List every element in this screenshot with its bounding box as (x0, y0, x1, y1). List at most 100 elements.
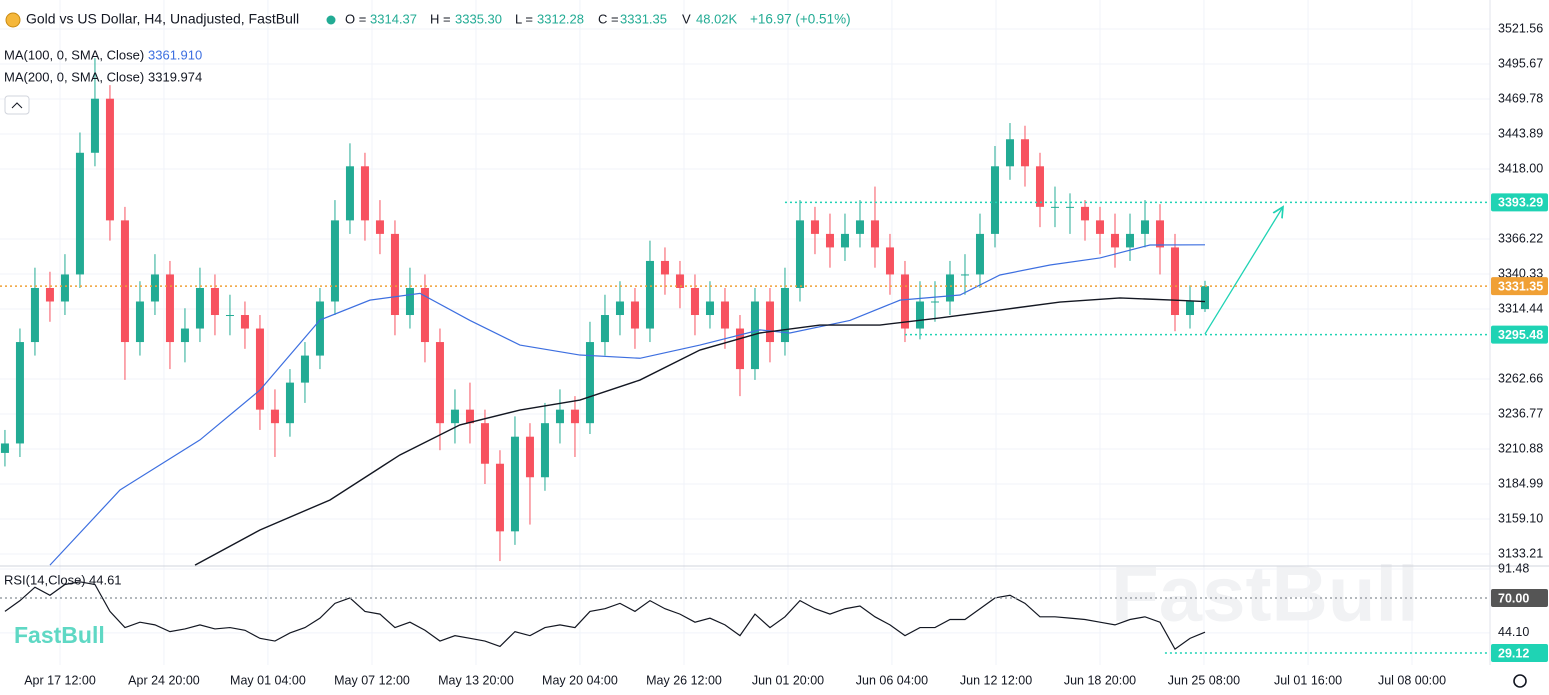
x-tick-label: May 13 20:00 (438, 673, 514, 687)
level-badge (1491, 193, 1548, 212)
ohlc-value: 3335.30 (455, 11, 502, 26)
moving-average (194, 297, 1206, 566)
y-tick-label: 3236.77 (1498, 406, 1543, 420)
level-label: 3393.29 (1498, 196, 1543, 210)
candle-body (765, 301, 774, 343)
projection-arrow (1204, 207, 1283, 335)
x-tick-label: Jun 25 08:00 (1168, 673, 1240, 687)
level-label: 70.00 (1498, 591, 1529, 605)
ohlc-label: O = (345, 11, 366, 26)
candle-body (285, 382, 294, 424)
candle-body (735, 328, 744, 370)
candle-body (60, 274, 69, 302)
candle-body (780, 287, 789, 343)
y-tick-label: 3184.99 (1498, 476, 1543, 490)
x-tick-label: May 07 12:00 (334, 673, 410, 687)
candle-body (15, 342, 24, 444)
candle-body (300, 355, 309, 383)
candle-body (615, 301, 624, 316)
collapse-icon (11, 102, 23, 109)
ma-value: 3319.974 (148, 69, 202, 84)
candle-body (525, 436, 534, 478)
ohlc-label: H = (430, 11, 451, 26)
y-tick-label: 91.48 (1498, 561, 1529, 575)
candle-body (270, 409, 279, 424)
ohlc-value: 3314.37 (370, 11, 417, 26)
ohlc-value: 3331.35 (620, 11, 667, 26)
candle-body (135, 301, 144, 343)
candle-body (450, 409, 459, 424)
candle-body (1140, 220, 1149, 234)
candle-body (1200, 286, 1209, 310)
ohlc-label: C = (598, 11, 619, 26)
candle-body (150, 274, 159, 302)
candle-body (570, 409, 579, 424)
candle-body (315, 301, 324, 356)
y-tick-label: 3210.88 (1498, 441, 1543, 455)
candle-body (1185, 301, 1194, 316)
ma-value: 3361.910 (148, 47, 202, 62)
candle-body (255, 328, 264, 410)
candle-body (810, 220, 819, 234)
settings-button[interactable] (1513, 674, 1527, 688)
collapse-button[interactable] (4, 95, 30, 115)
candle-body (330, 220, 339, 302)
rsi-legend: RSI(14,Close) (4, 572, 86, 587)
candle-body (630, 301, 639, 329)
level-badge (1491, 277, 1548, 296)
y-tick-label: 3469.78 (1498, 91, 1543, 105)
x-tick-label: Jul 01 16:00 (1274, 673, 1342, 687)
candle-body (915, 301, 924, 329)
ma-legend: MA(200, 0, SMA, Close) (4, 69, 144, 84)
candle-body (1035, 166, 1044, 207)
level-badge (1491, 588, 1548, 607)
candle-body (960, 274, 969, 276)
level-badge (1491, 643, 1548, 662)
ohlc: O = 3314.37 H = 3335.30 L = 3312.28 C = 3331.35… (345, 11, 738, 26)
candle-body (1095, 220, 1104, 234)
candle-body (1080, 206, 1089, 221)
candle-body (540, 423, 549, 478)
candle-body (1170, 247, 1179, 316)
candle-body (405, 287, 414, 316)
x-tick-label: Jun 06 04:00 (856, 673, 928, 687)
ohlc-value: 3312.28 (537, 11, 584, 26)
candle-body (435, 342, 444, 424)
plot (0, 58, 1490, 654)
symbol-icon (5, 12, 21, 28)
candle-body (0, 443, 9, 453)
candle-body (225, 315, 234, 317)
x-tick-label: May 26 12:00 (646, 673, 722, 687)
candle-body (30, 287, 39, 343)
candle-body (375, 220, 384, 234)
x-tick-label: Jul 08 00:00 (1378, 673, 1446, 687)
candle-body (1065, 206, 1074, 208)
candle-body (1155, 220, 1164, 248)
rsi-line (4, 581, 1206, 650)
y-tick-label: 3133.21 (1498, 546, 1543, 560)
y-tick-label: 44.10 (1498, 625, 1529, 639)
candle-body (1005, 139, 1014, 167)
candle-body (510, 436, 519, 532)
candle-body (1050, 206, 1059, 208)
labels: 3521.56 3495.67 3469.78 3443.89 3418.00 3366.… (24, 21, 1548, 687)
ohlc-label: L = (515, 11, 533, 26)
watermark: FastBull (1111, 550, 1419, 638)
candle-body (675, 274, 684, 288)
candle-body (930, 301, 939, 303)
grid (0, 0, 1490, 665)
candle-body (705, 301, 714, 316)
candle-body (390, 233, 399, 316)
logo-watermark: FastBull (14, 622, 105, 648)
candle-body (885, 247, 894, 275)
candle-body (795, 220, 804, 288)
candle-body (750, 301, 759, 370)
candle-body (345, 166, 354, 221)
x-tick-label: May 01 04:00 (230, 673, 306, 687)
candle-body (660, 260, 669, 275)
candle-body (105, 98, 114, 221)
candle-body (420, 287, 429, 343)
y-tick-label: 3495.67 (1498, 56, 1543, 70)
x-tick-label: Jun 18 20:00 (1064, 673, 1136, 687)
